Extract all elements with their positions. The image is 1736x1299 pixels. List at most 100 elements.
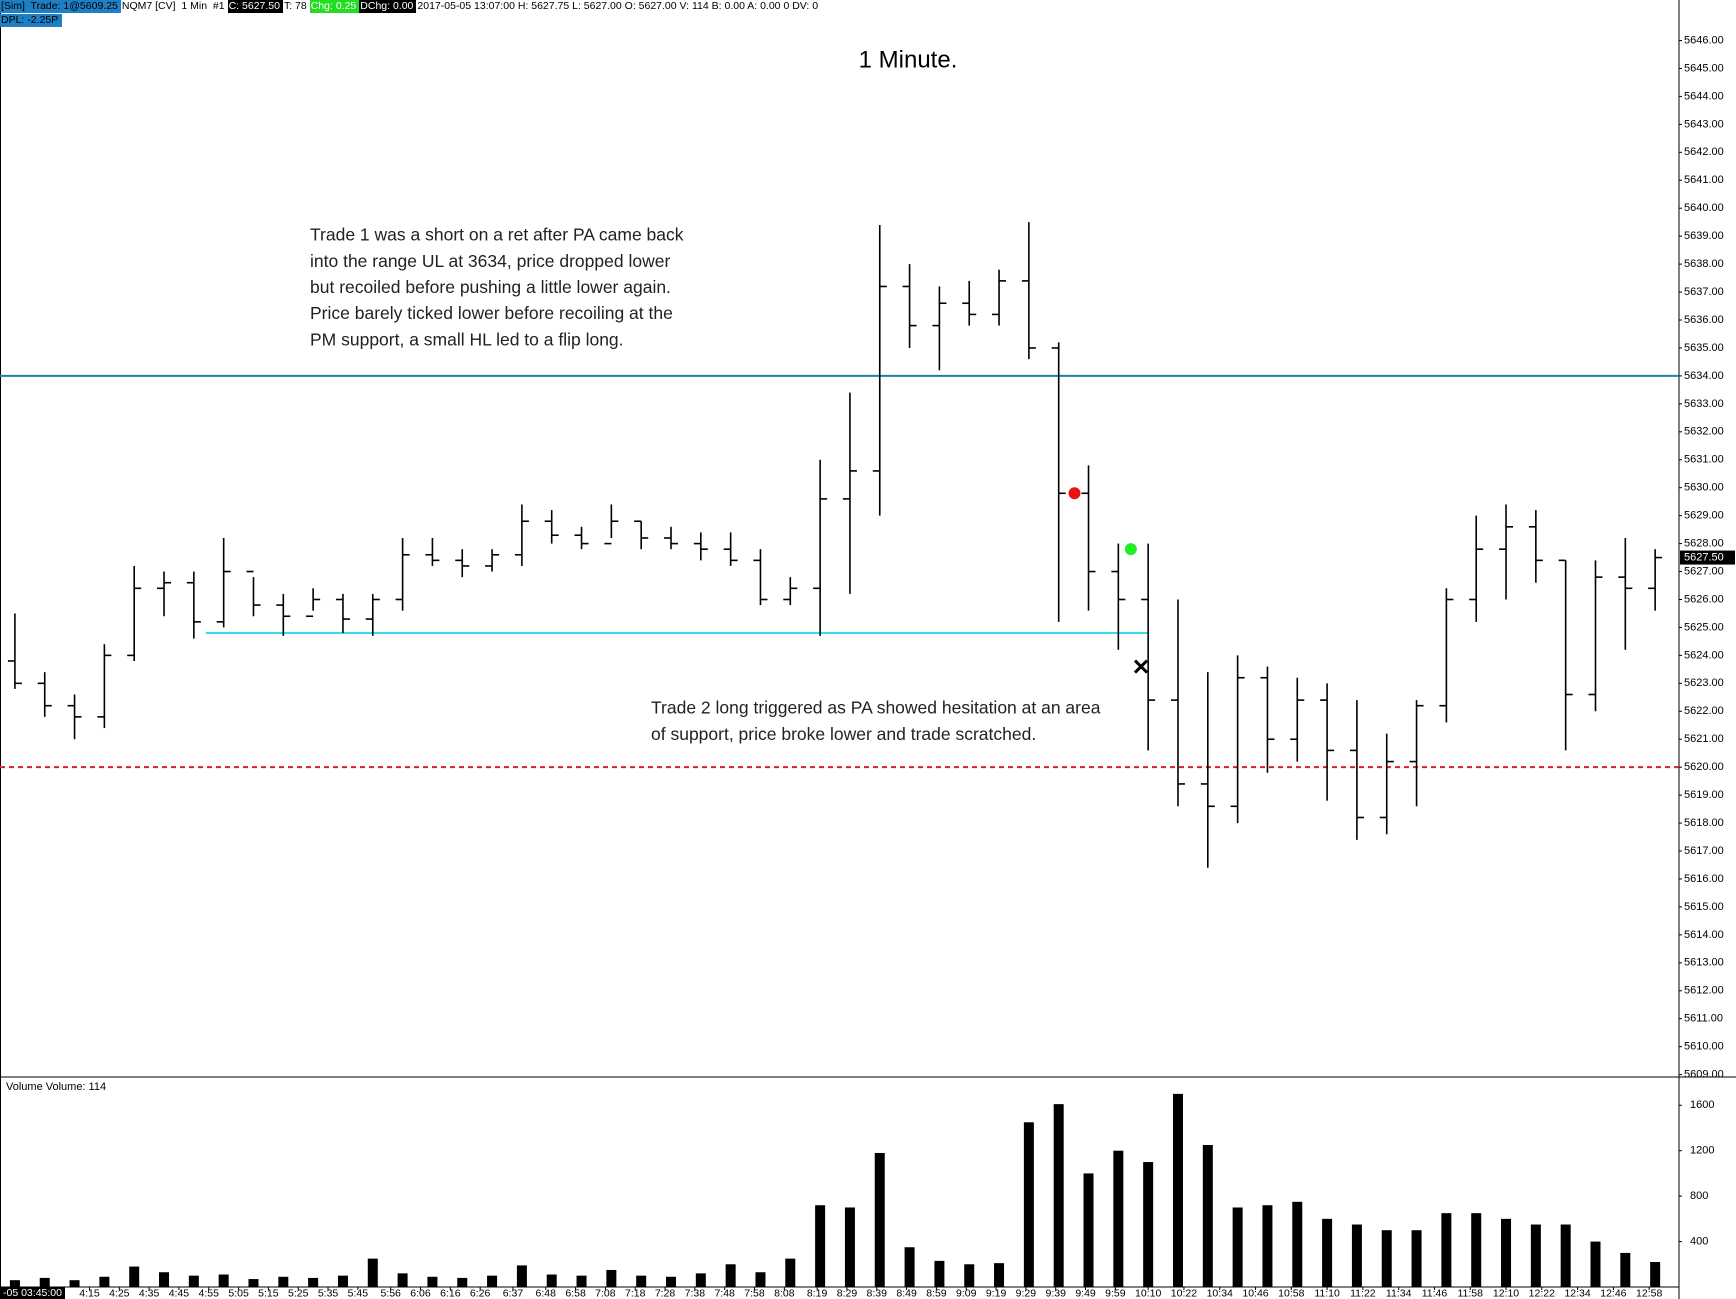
x-tick-label: 6:26 bbox=[470, 1287, 491, 1299]
y-tick-label: 1600 bbox=[1690, 1099, 1714, 1111]
y-tick-label: 5618.00 bbox=[1684, 817, 1724, 829]
y-tick-label: 5614.00 bbox=[1684, 929, 1724, 941]
volume-bar bbox=[1620, 1252, 1631, 1287]
x-tick-label: 9:59 bbox=[1105, 1287, 1126, 1299]
volume-bar bbox=[367, 1258, 378, 1287]
y-tick-label: 5641.00 bbox=[1684, 174, 1724, 186]
volume-bar bbox=[1262, 1205, 1273, 1287]
volume-bar bbox=[397, 1273, 408, 1287]
x-tick-label: 8:29 bbox=[837, 1287, 858, 1299]
x-tick-label: 12:46 bbox=[1600, 1287, 1626, 1299]
annotation: of support, price broke lower and trade … bbox=[651, 724, 1036, 744]
x-tick-label: 6:37 bbox=[503, 1287, 524, 1299]
status-item: [Sim] Trade: 1@5609.25 bbox=[0, 0, 121, 13]
volume-bar bbox=[99, 1276, 110, 1287]
y-tick-label: 1200 bbox=[1690, 1145, 1714, 1157]
volume-bar bbox=[1411, 1230, 1422, 1287]
annotation: Price barely ticked lower before recoili… bbox=[310, 303, 673, 323]
annotation: Trade 2 long triggered as PA showed hesi… bbox=[651, 698, 1101, 718]
x-tick-label: 5:45 bbox=[348, 1287, 369, 1299]
y-tick-label: 5646.00 bbox=[1684, 34, 1724, 46]
y-tick-label: 5616.00 bbox=[1684, 873, 1724, 885]
x-tick-label: 9:19 bbox=[986, 1287, 1007, 1299]
volume-bar bbox=[1023, 1122, 1034, 1287]
volume-bar bbox=[934, 1260, 945, 1287]
x-tick-label: 6:06 bbox=[410, 1287, 431, 1299]
x-tick-label: 12:22 bbox=[1529, 1287, 1555, 1299]
x-tick-label: 5:15 bbox=[258, 1287, 279, 1299]
last-price-box bbox=[1680, 550, 1735, 565]
trade-marker bbox=[1124, 543, 1137, 556]
x-tick-label: 9:29 bbox=[1016, 1287, 1037, 1299]
y-tick-label: 5644.00 bbox=[1684, 90, 1724, 102]
y-tick-label: 5638.00 bbox=[1684, 258, 1724, 270]
x-tick-label: 4:55 bbox=[199, 1287, 220, 1299]
x-tick-label: 4:25 bbox=[109, 1287, 130, 1299]
volume-bar bbox=[755, 1272, 766, 1287]
volume-bar bbox=[159, 1272, 170, 1287]
trade-marker bbox=[1068, 487, 1081, 500]
x-tick-label: 6:48 bbox=[536, 1287, 557, 1299]
y-tick-label: 800 bbox=[1690, 1190, 1708, 1202]
y-tick-label: 5610.00 bbox=[1684, 1041, 1724, 1053]
y-tick-label: 5621.00 bbox=[1684, 733, 1724, 745]
x-tick-label: 5:25 bbox=[288, 1287, 309, 1299]
y-tick-label: 5628.00 bbox=[1684, 537, 1724, 549]
status-item: DChg: 0.00 bbox=[359, 0, 417, 13]
y-tick-label: 5639.00 bbox=[1684, 230, 1724, 242]
volume-bar bbox=[39, 1277, 50, 1287]
volume-bar bbox=[1083, 1173, 1094, 1287]
y-tick-label: 5629.00 bbox=[1684, 510, 1724, 522]
cursor-time: -05 03:45:00 bbox=[0, 1287, 65, 1299]
status-item: T: 78 bbox=[283, 0, 307, 12]
volume-bar bbox=[904, 1247, 915, 1287]
x-tick-label: 10:58 bbox=[1278, 1287, 1304, 1299]
volume-bar bbox=[1351, 1224, 1362, 1287]
volume-bar bbox=[487, 1275, 498, 1287]
x-tick-label: 11:34 bbox=[1386, 1287, 1412, 1299]
trade-marker bbox=[1133, 659, 1149, 674]
x-tick-label: 7:28 bbox=[655, 1287, 676, 1299]
volume-bar bbox=[188, 1275, 199, 1287]
volume-bar bbox=[1113, 1150, 1124, 1287]
y-tick-label: 5613.00 bbox=[1684, 957, 1724, 969]
y-tick-label: 5625.00 bbox=[1684, 621, 1724, 633]
x-tick-label: 8:49 bbox=[896, 1287, 917, 1299]
volume-bar bbox=[129, 1266, 140, 1287]
volume-bar bbox=[576, 1275, 587, 1287]
volume-bar bbox=[1471, 1213, 1482, 1287]
status-item: 2017-05-05 13:07:00 H: 5627.75 L: 5627.0… bbox=[417, 0, 819, 12]
y-tick-label: 5633.00 bbox=[1684, 398, 1724, 410]
y-tick-label: 5620.00 bbox=[1684, 761, 1724, 773]
volume-bar bbox=[785, 1258, 796, 1287]
volume-bar bbox=[1590, 1241, 1601, 1287]
pnl-label: DPL: -2.25P bbox=[0, 14, 63, 27]
x-tick-label: 8:59 bbox=[926, 1287, 947, 1299]
y-tick-label: 5609.00 bbox=[1684, 1069, 1724, 1081]
status-bar: [Sim] Trade: 1@5609.25 NQM7 [CV] 1 Min #… bbox=[0, 0, 821, 13]
x-tick-label: 5:05 bbox=[228, 1287, 249, 1299]
x-tick-label: 8:19 bbox=[807, 1287, 828, 1299]
volume-bar bbox=[815, 1205, 826, 1287]
x-tick-label: 4:15 bbox=[79, 1287, 100, 1299]
y-tick-label: 5642.00 bbox=[1684, 146, 1724, 158]
volume-bar bbox=[457, 1277, 468, 1287]
status-item: NQM7 [CV] 1 Min #1 bbox=[121, 0, 225, 12]
last-price-label: 5627.50 bbox=[1684, 551, 1724, 563]
volume-bar bbox=[844, 1207, 855, 1287]
x-tick-label: 5:35 bbox=[318, 1287, 339, 1299]
volume-bar bbox=[636, 1275, 647, 1287]
x-tick-label: 11:46 bbox=[1422, 1287, 1448, 1299]
x-tick-label: 7:08 bbox=[595, 1287, 616, 1299]
status-item: C: 5627.50 bbox=[227, 0, 283, 13]
annotation: into the range UL at 3634, price dropped… bbox=[310, 251, 670, 271]
x-tick-label: 10:34 bbox=[1207, 1287, 1233, 1299]
x-tick-label: 7:48 bbox=[714, 1287, 735, 1299]
x-tick-label: 8:08 bbox=[774, 1287, 795, 1299]
volume-bar bbox=[1650, 1262, 1661, 1287]
volume-bar bbox=[1232, 1207, 1243, 1287]
y-tick-label: 5635.00 bbox=[1684, 342, 1724, 354]
x-tick-label: 6:58 bbox=[565, 1287, 586, 1299]
y-tick-label: 5640.00 bbox=[1684, 202, 1724, 214]
